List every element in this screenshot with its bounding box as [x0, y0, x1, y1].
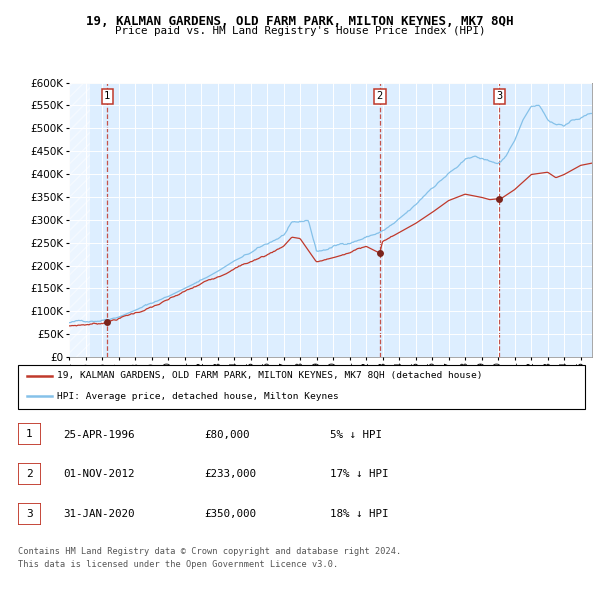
Text: 2: 2 [26, 469, 33, 478]
Text: 1: 1 [26, 430, 33, 439]
Text: 2: 2 [377, 91, 383, 101]
Text: 5% ↓ HPI: 5% ↓ HPI [330, 430, 382, 440]
Text: 19, KALMAN GARDENS, OLD FARM PARK, MILTON KEYNES, MK7 8QH (detached house): 19, KALMAN GARDENS, OLD FARM PARK, MILTO… [56, 371, 482, 380]
Text: 31-JAN-2020: 31-JAN-2020 [63, 510, 134, 519]
FancyBboxPatch shape [18, 365, 585, 409]
Text: 18% ↓ HPI: 18% ↓ HPI [330, 510, 389, 519]
Text: 1: 1 [104, 91, 110, 101]
Text: 3: 3 [26, 509, 33, 519]
Text: 17% ↓ HPI: 17% ↓ HPI [330, 470, 389, 479]
FancyBboxPatch shape [18, 423, 41, 445]
Bar [69, 83, 91, 357]
Text: 3: 3 [496, 91, 503, 101]
Text: £350,000: £350,000 [204, 510, 256, 519]
Text: £233,000: £233,000 [204, 470, 256, 479]
Text: 25-APR-1996: 25-APR-1996 [63, 430, 134, 440]
Text: 19, KALMAN GARDENS, OLD FARM PARK, MILTON KEYNES, MK7 8QH: 19, KALMAN GARDENS, OLD FARM PARK, MILTO… [86, 15, 514, 28]
Text: Contains HM Land Registry data © Crown copyright and database right 2024.: Contains HM Land Registry data © Crown c… [18, 547, 401, 556]
FancyBboxPatch shape [18, 503, 41, 525]
Text: This data is licensed under the Open Government Licence v3.0.: This data is licensed under the Open Gov… [18, 560, 338, 569]
FancyBboxPatch shape [18, 463, 41, 485]
Text: HPI: Average price, detached house, Milton Keynes: HPI: Average price, detached house, Milt… [56, 392, 338, 401]
Text: Price paid vs. HM Land Registry's House Price Index (HPI): Price paid vs. HM Land Registry's House … [115, 26, 485, 36]
Text: £80,000: £80,000 [204, 430, 250, 440]
Text: 01-NOV-2012: 01-NOV-2012 [63, 470, 134, 479]
